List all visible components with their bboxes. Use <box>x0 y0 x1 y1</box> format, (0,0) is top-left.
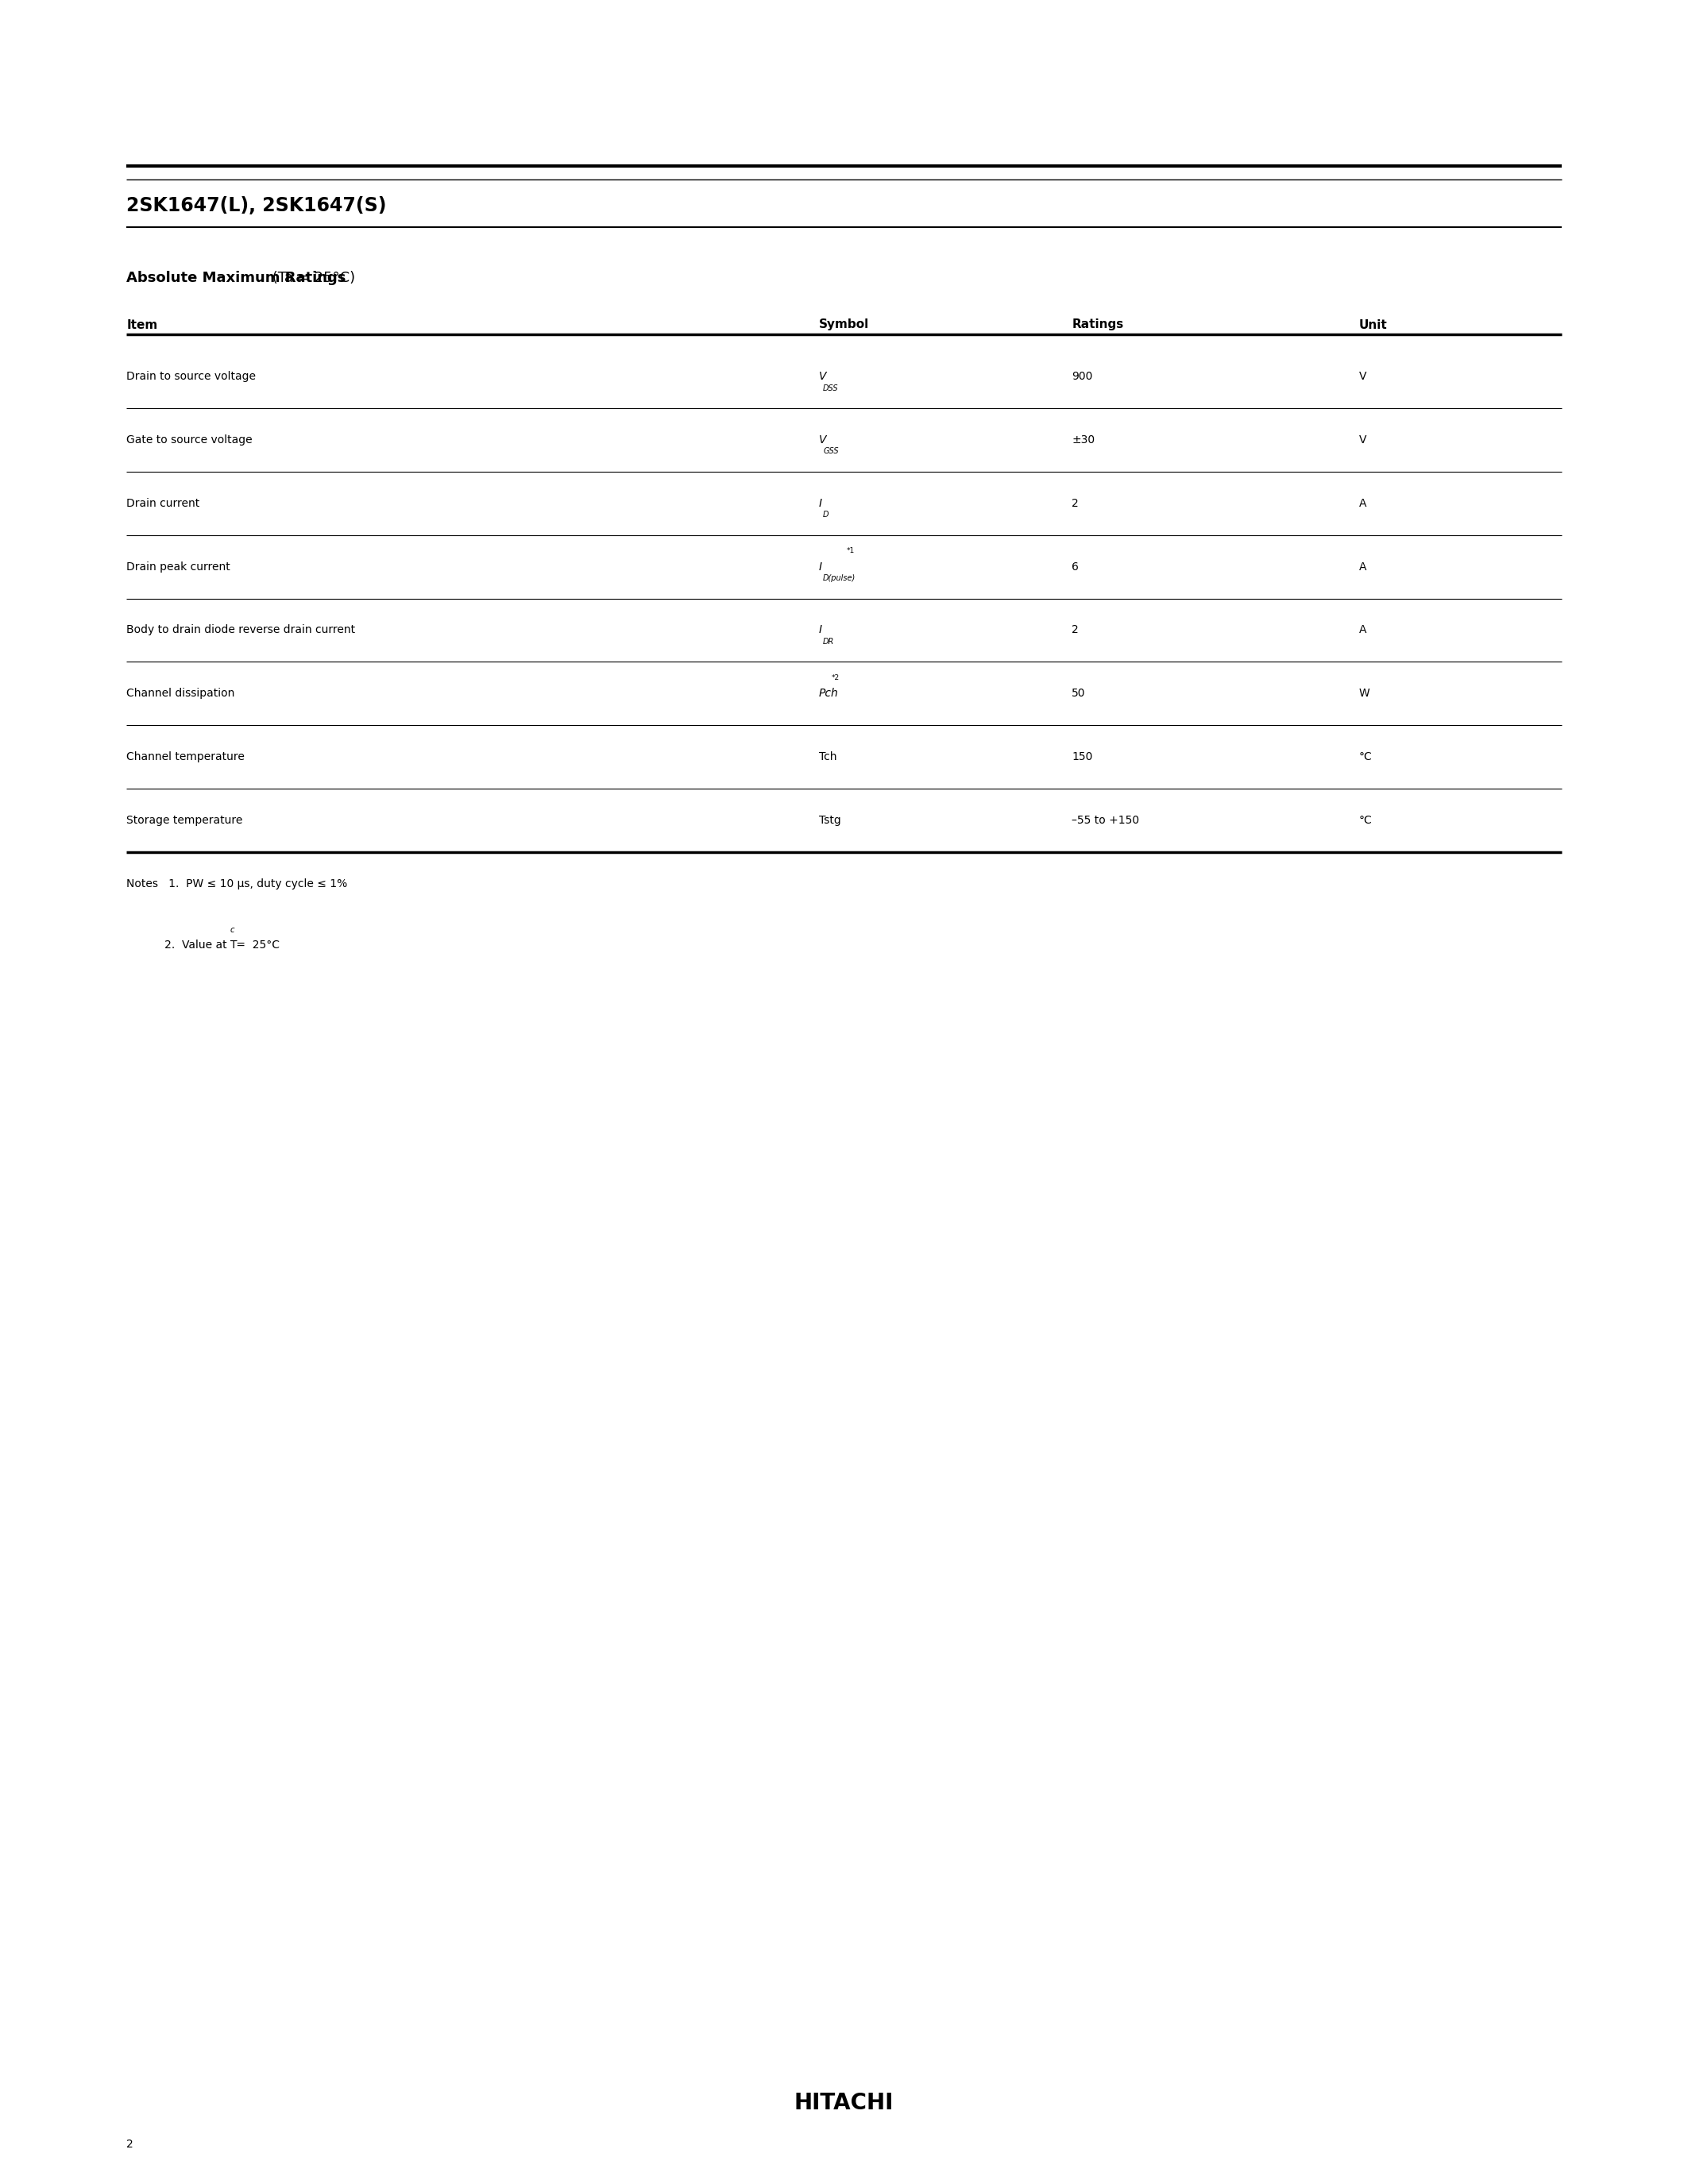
Text: Drain peak current: Drain peak current <box>127 561 231 572</box>
Text: V: V <box>1359 435 1366 446</box>
Text: Tstg: Tstg <box>819 815 841 826</box>
Text: Item: Item <box>127 319 157 330</box>
Text: A: A <box>1359 625 1366 636</box>
Text: *1: *1 <box>846 548 854 555</box>
Text: 2.  Value at T: 2. Value at T <box>127 939 238 950</box>
Text: Unit: Unit <box>1359 319 1388 330</box>
Text: c: c <box>230 926 235 935</box>
Text: =  25°C: = 25°C <box>233 939 280 950</box>
Text: DR: DR <box>824 638 834 646</box>
Text: I: I <box>819 561 822 572</box>
Text: I: I <box>819 498 822 509</box>
Text: ±30: ±30 <box>1072 435 1096 446</box>
Text: D: D <box>824 511 829 520</box>
Text: A: A <box>1359 498 1366 509</box>
Text: I: I <box>819 625 822 636</box>
Text: DSS: DSS <box>824 384 839 393</box>
Text: Channel dissipation: Channel dissipation <box>127 688 235 699</box>
Text: Drain to source voltage: Drain to source voltage <box>127 371 257 382</box>
Text: V: V <box>819 435 825 446</box>
Text: V: V <box>1359 371 1366 382</box>
Text: Drain current: Drain current <box>127 498 199 509</box>
Text: Storage temperature: Storage temperature <box>127 815 243 826</box>
Text: W: W <box>1359 688 1369 699</box>
Text: –55 to +150: –55 to +150 <box>1072 815 1139 826</box>
Text: V: V <box>819 371 825 382</box>
Text: Pch: Pch <box>819 688 839 699</box>
Text: °C: °C <box>1359 815 1372 826</box>
Text: 150: 150 <box>1072 751 1092 762</box>
Text: Tch: Tch <box>819 751 837 762</box>
Text: (Ta = 25°C): (Ta = 25°C) <box>268 271 356 286</box>
Text: 2SK1647(L), 2SK1647(S): 2SK1647(L), 2SK1647(S) <box>127 197 387 216</box>
Text: Ratings: Ratings <box>1072 319 1124 330</box>
Text: °C: °C <box>1359 751 1372 762</box>
Text: D(pulse): D(pulse) <box>824 574 856 583</box>
Text: 900: 900 <box>1072 371 1092 382</box>
Text: 50: 50 <box>1072 688 1085 699</box>
Text: *2: *2 <box>832 675 841 681</box>
Text: GSS: GSS <box>824 448 839 456</box>
Text: 2: 2 <box>127 2138 133 2151</box>
Text: HITACHI: HITACHI <box>795 2092 895 2114</box>
Text: Gate to source voltage: Gate to source voltage <box>127 435 253 446</box>
Text: Body to drain diode reverse drain current: Body to drain diode reverse drain curren… <box>127 625 356 636</box>
Text: 2: 2 <box>1072 625 1079 636</box>
Text: Notes   1.  PW ≤ 10 μs, duty cycle ≤ 1%: Notes 1. PW ≤ 10 μs, duty cycle ≤ 1% <box>127 878 348 889</box>
Text: 2: 2 <box>1072 498 1079 509</box>
Text: Symbol: Symbol <box>819 319 869 330</box>
Text: Channel temperature: Channel temperature <box>127 751 245 762</box>
Text: 6: 6 <box>1072 561 1079 572</box>
Text: A: A <box>1359 561 1366 572</box>
Text: Absolute Maximum Ratings: Absolute Maximum Ratings <box>127 271 346 286</box>
